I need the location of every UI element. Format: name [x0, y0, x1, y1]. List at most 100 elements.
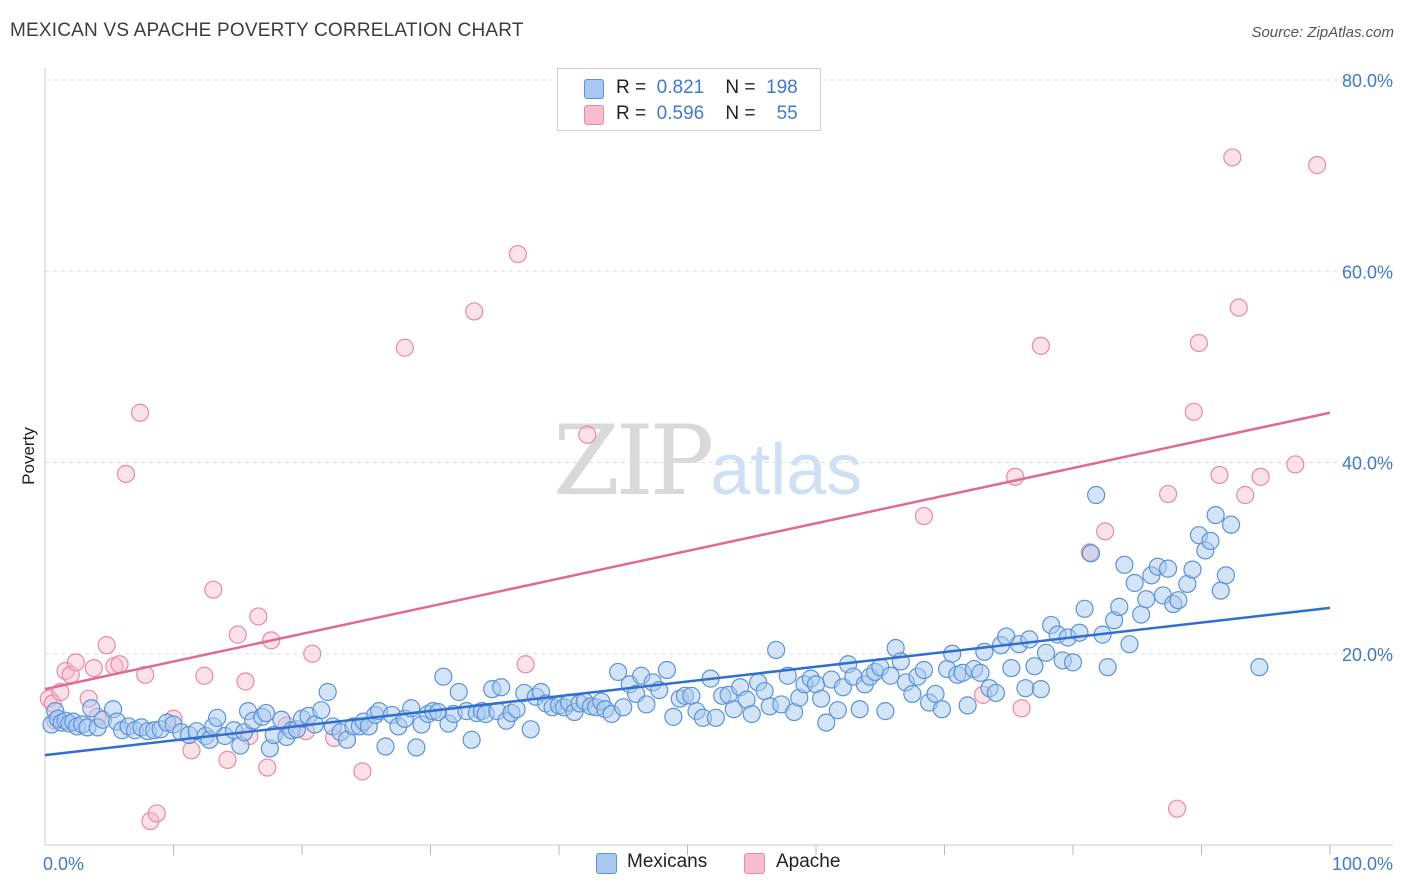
apache-point [1229, 298, 1248, 317]
mexicans-point [1183, 560, 1202, 579]
apache-point [1189, 333, 1209, 353]
mexicans-point [817, 713, 836, 732]
legend-text-mexicans: R = 0.821 N = 198 [616, 77, 798, 98]
mexicans-point [256, 703, 276, 723]
x-tick-label: 0.0% [43, 854, 84, 874]
apache-point [204, 580, 223, 599]
apache-point [147, 804, 166, 823]
apache-point [1286, 455, 1305, 474]
mexicans-point [1075, 599, 1094, 618]
y-tick-label: 20.0% [1342, 645, 1393, 665]
mexicans-point [706, 708, 725, 727]
mexicans-point [82, 699, 101, 718]
y-tick-label: 80.0% [1342, 71, 1393, 91]
mexicans-point [926, 684, 945, 704]
mexicans-point [1115, 555, 1134, 574]
apache-point [110, 655, 129, 674]
apache-point [516, 655, 535, 674]
mexicans-point [1250, 658, 1269, 677]
apache-point [258, 758, 277, 777]
apache-point [353, 762, 372, 781]
apache-point [914, 506, 934, 526]
mexicans-point [1206, 505, 1225, 525]
apache-point [116, 464, 136, 484]
mexicans-point [1125, 573, 1144, 593]
mexicans-point [1120, 635, 1139, 654]
y-tick-label: 60.0% [1342, 262, 1393, 282]
mexicans-point [407, 738, 426, 757]
mexicans-point [1081, 544, 1101, 563]
mexicans-point [1063, 653, 1083, 672]
mexicans-point [1137, 590, 1156, 609]
bottom-legend: Mexicans Apache [596, 851, 896, 877]
apache-point [66, 653, 85, 672]
apache-point [1167, 799, 1187, 818]
mexicans-point [742, 704, 761, 724]
mexicans-point [1002, 658, 1021, 678]
apache-point [249, 607, 268, 626]
mexicans-points [42, 485, 1269, 758]
mexicans-point [1087, 485, 1106, 505]
mexicans-point [755, 681, 774, 701]
mexicans-point [449, 682, 468, 702]
mexicans-point [958, 696, 977, 715]
mexicans-point [850, 700, 869, 719]
mexicans-point [767, 640, 786, 660]
mexicans-trend-line [44, 606, 1331, 757]
trend-lines [44, 411, 1331, 757]
mexicans-point [876, 702, 895, 721]
apache-point [136, 665, 155, 684]
legend-text-apache: R = 0.596 N = 55 [616, 103, 798, 124]
mexicans-point [1098, 658, 1117, 677]
mexicans-point [492, 678, 511, 697]
legend: R = 0.821 N = 198 R = 0.596 N = 55 [557, 68, 821, 131]
mexicans-point [1025, 657, 1044, 676]
apache-point [195, 666, 214, 685]
mexicans-point [932, 700, 952, 719]
mexicans-point [318, 682, 337, 702]
watermark-zip: ZIP [553, 405, 714, 517]
mexicans-point [881, 666, 900, 685]
watermark-atlas: atlas [710, 430, 863, 510]
mexicans-point [637, 695, 656, 714]
apache-point [1158, 484, 1178, 504]
apache-point [236, 672, 255, 691]
mexicans-point [521, 720, 540, 739]
mexicans-point [943, 644, 962, 663]
apache-point [465, 302, 484, 321]
mexicans-point [914, 660, 934, 680]
source-label: Source: ZipAtlas.com [1251, 24, 1394, 41]
apache-point [182, 741, 201, 760]
mexicans-point [1020, 630, 1039, 649]
axes [44, 68, 1393, 855]
y-axis-label: Poverty [19, 427, 38, 485]
mexicans-point [1031, 680, 1050, 699]
mexicans-point [312, 701, 331, 720]
mexicans-point [614, 698, 633, 717]
mexicans-point [376, 737, 395, 756]
mexicans-point [971, 663, 990, 682]
apache-point [1308, 156, 1327, 175]
apache-point [97, 636, 116, 655]
apache-trend-line [44, 411, 1331, 691]
bottom-legend-mexicans: Mexicans [627, 851, 708, 872]
apache-point [508, 244, 527, 264]
apache-point [1184, 402, 1203, 421]
mexicans-point [1110, 597, 1129, 616]
x-tick-label: 100.0% [1332, 854, 1393, 874]
mexicans-point [507, 700, 526, 719]
mexicans-point [682, 686, 701, 705]
apache-point [1236, 485, 1255, 505]
mexicans-point [434, 667, 453, 686]
apache-point [84, 658, 103, 678]
apache-point [130, 403, 150, 422]
mexicans-point [1216, 566, 1236, 585]
apache-point [303, 644, 322, 663]
mexicans-point [1211, 581, 1230, 600]
legend-swatch-apache [584, 105, 604, 125]
apache-point [395, 338, 414, 357]
apache-point [1223, 148, 1242, 167]
mexicans-point [812, 689, 831, 708]
mexicans-point [609, 662, 628, 682]
